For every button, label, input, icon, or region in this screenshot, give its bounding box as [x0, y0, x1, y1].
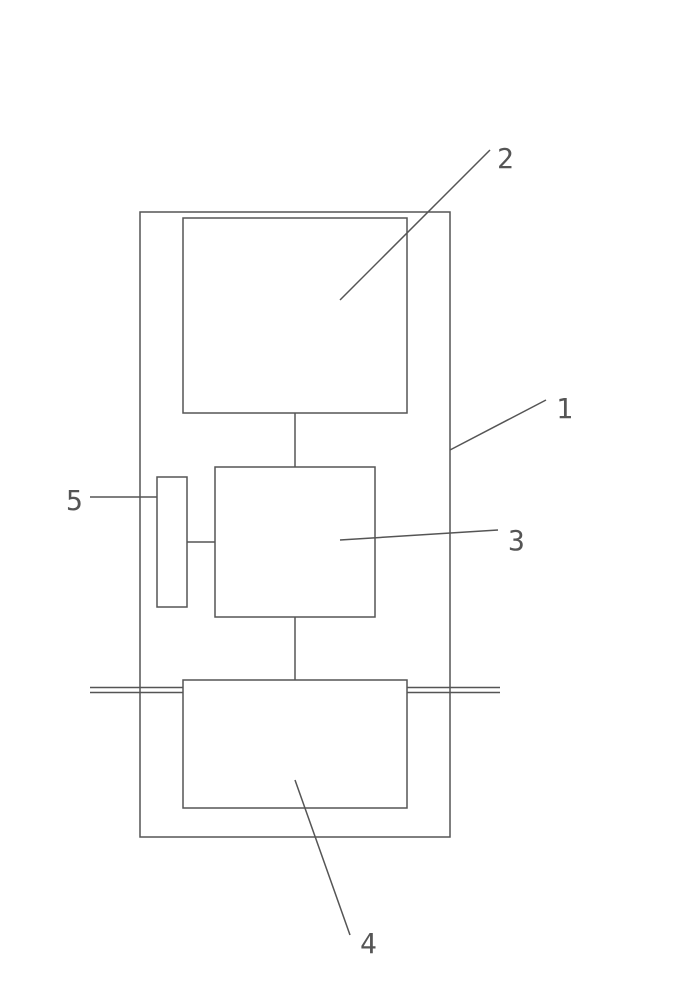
side-block — [157, 477, 187, 607]
label-4: 4 — [360, 927, 377, 960]
label-1: 1 — [556, 392, 573, 425]
label-2: 2 — [497, 142, 514, 175]
bottom-block — [183, 680, 407, 808]
label-5: 5 — [66, 484, 83, 517]
right-axle-line — [407, 688, 500, 693]
left-axle-line — [90, 688, 183, 693]
label-3: 3 — [508, 524, 525, 557]
top-block — [183, 218, 407, 413]
leader-line-2 — [340, 150, 490, 300]
leader-line-1 — [450, 400, 546, 450]
leader-line-4 — [295, 780, 350, 935]
diagram-canvas: 1 2 3 4 5 — [0, 0, 688, 1000]
leader-line-3 — [340, 530, 498, 540]
middle-block — [215, 467, 375, 617]
